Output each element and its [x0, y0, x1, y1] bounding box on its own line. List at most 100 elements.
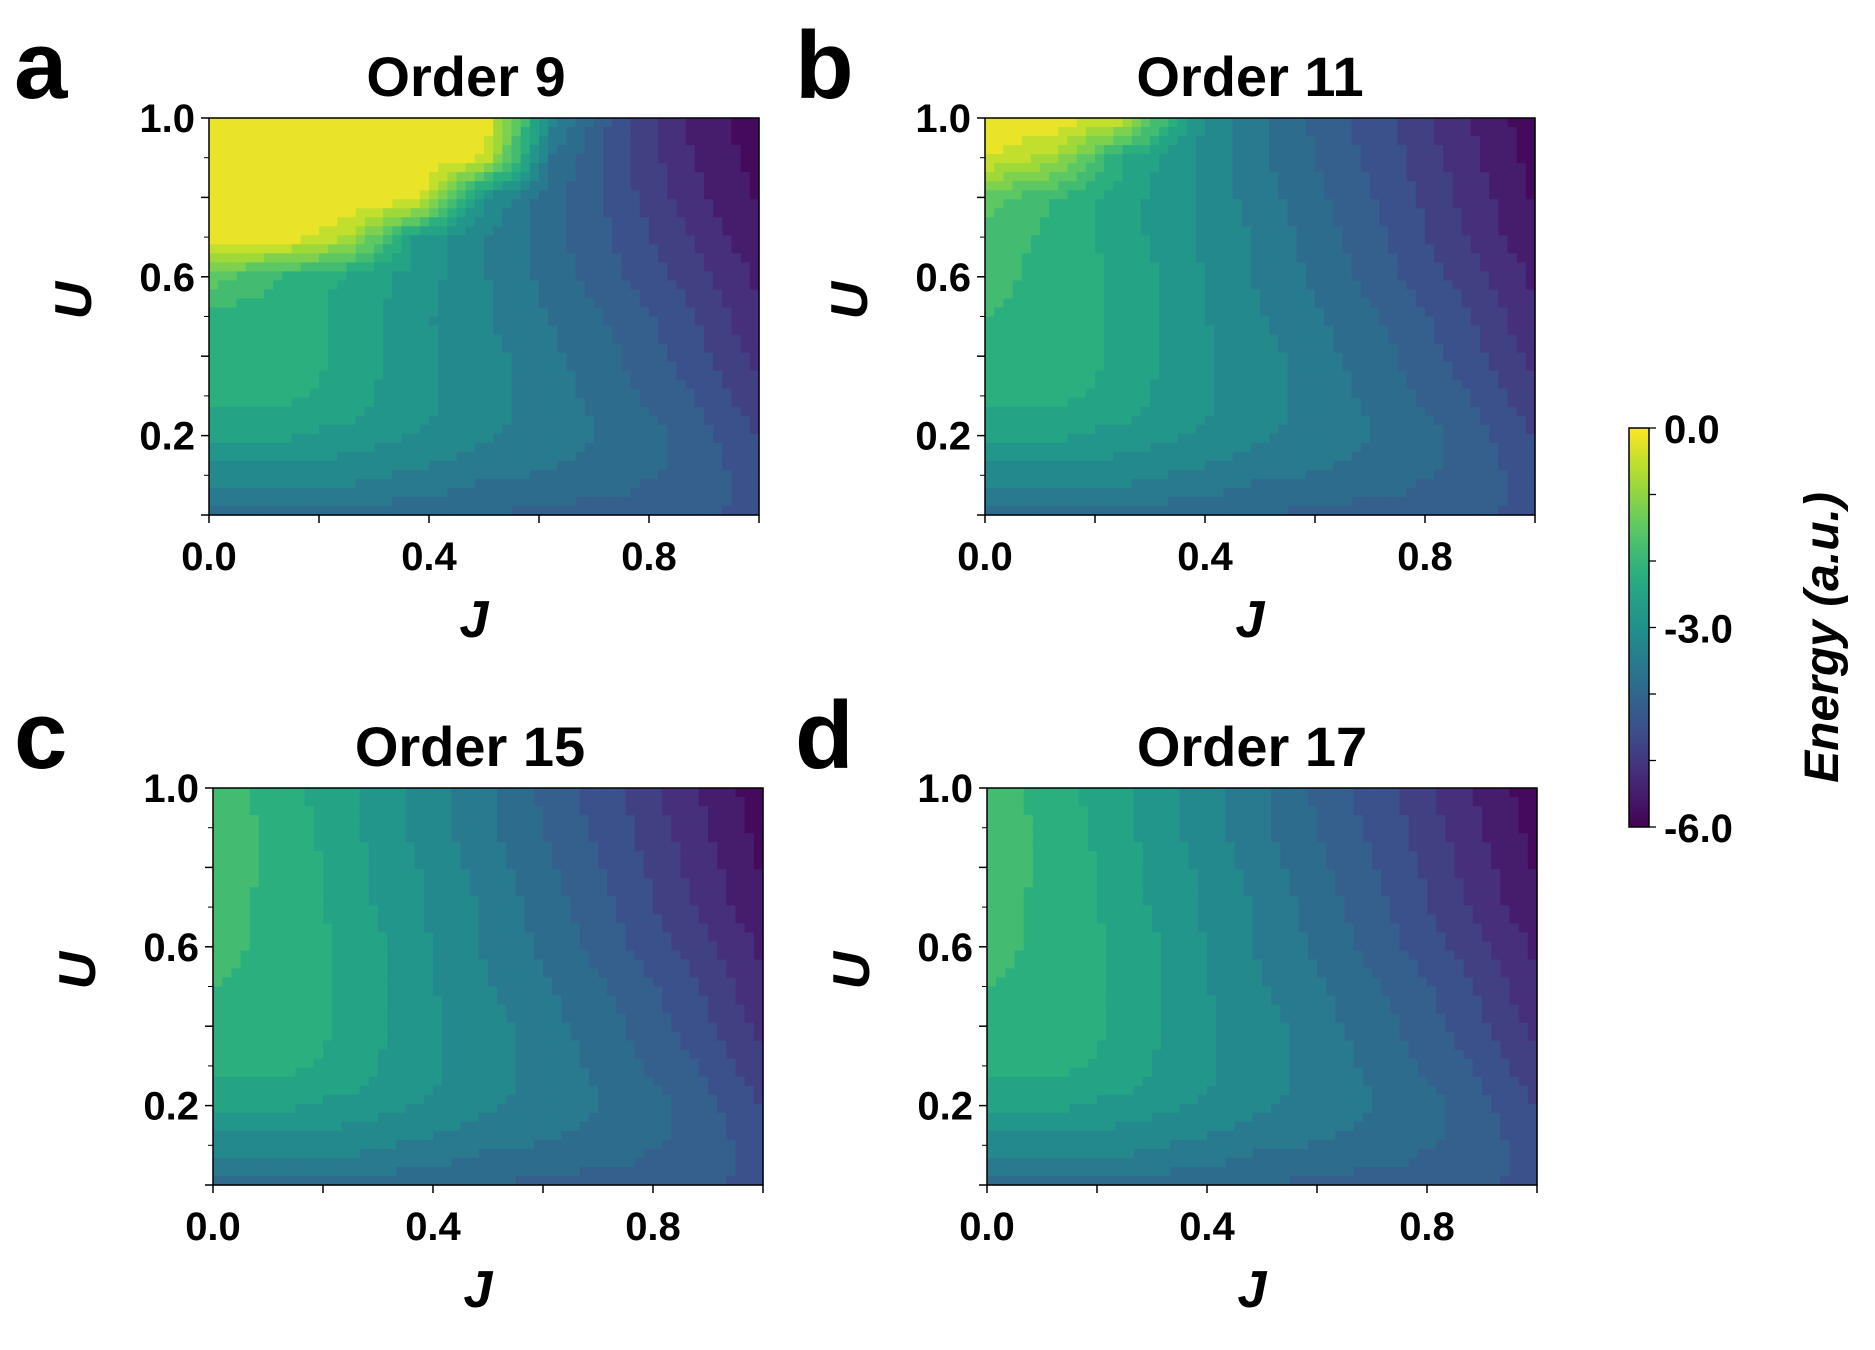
- heatmap-cell: [557, 271, 568, 282]
- heatmap-cell: [1287, 208, 1298, 218]
- heatmap-cell: [1021, 388, 1032, 399]
- heatmap-cell: [1434, 289, 1444, 300]
- heatmap-cell: [612, 172, 623, 182]
- heatmap-cell: [639, 334, 650, 345]
- heatmap-cell: [1012, 334, 1023, 345]
- heatmap-cell: [1397, 352, 1408, 363]
- heatmap-cell: [1287, 325, 1298, 336]
- heatmap-cell: [603, 244, 613, 254]
- heatmap-cell: [639, 424, 650, 435]
- heatmap-cell: [264, 451, 274, 462]
- heatmap-cell: [740, 388, 751, 399]
- heatmap-cell: [1030, 334, 1041, 345]
- heatmap-cell: [309, 217, 320, 227]
- heatmap-cell: [520, 190, 531, 200]
- heatmap-cell: [474, 190, 485, 200]
- heatmap-cell: [419, 181, 430, 191]
- heatmap-cell: [1049, 253, 1059, 263]
- heatmap-cell: [1113, 289, 1124, 300]
- heatmap-cell: [1315, 253, 1325, 263]
- heatmap-cell: [1214, 199, 1224, 209]
- heatmap-cell: [713, 361, 723, 372]
- heatmap-cell: [584, 154, 595, 164]
- heatmap-cell: [474, 451, 485, 462]
- heatmap-cell: [649, 199, 659, 209]
- heatmap-cell: [1140, 424, 1151, 435]
- heatmap-cell: [1250, 334, 1261, 345]
- heatmap-cell: [713, 433, 723, 444]
- heatmap-cell: [1296, 262, 1307, 272]
- heatmap-cell: [465, 496, 476, 507]
- heatmap-cell: [1177, 307, 1188, 318]
- heatmap-cell: [374, 118, 384, 128]
- heatmap-cell: [209, 244, 219, 254]
- heatmap-cell: [282, 253, 293, 263]
- heatmap-cell: [392, 199, 403, 209]
- heatmap-cell: [1360, 442, 1371, 453]
- heatmap-cell: [1113, 235, 1124, 245]
- heatmap-cell: [429, 190, 439, 200]
- heatmap-cell: [1241, 118, 1252, 128]
- heatmap-cell: [1260, 433, 1270, 444]
- heatmap-cell: [300, 496, 311, 507]
- heatmap-cell: [209, 496, 219, 507]
- heatmap-cell: [557, 136, 568, 146]
- heatmap-cell: [410, 415, 421, 426]
- heatmap-cell: [1425, 289, 1435, 300]
- heatmap-cell: [566, 496, 577, 507]
- heatmap-cell: [994, 388, 1004, 399]
- heatmap-cell: [456, 289, 467, 300]
- heatmap-cell: [493, 298, 503, 309]
- heatmap-cell: [1296, 316, 1307, 327]
- heatmap-cell: [309, 271, 320, 282]
- heatmap-cell: [236, 406, 247, 417]
- heatmap-cell: [1434, 253, 1444, 263]
- heatmap-cell: [1140, 181, 1151, 191]
- heatmap-cell: [273, 325, 283, 336]
- heatmap-cell: [383, 334, 393, 345]
- heatmap-cell: [1104, 406, 1114, 417]
- heatmap-cell: [548, 334, 558, 345]
- heatmap-cell: [493, 244, 503, 254]
- heatmap-cell: [1269, 460, 1279, 471]
- heatmap-cell: [502, 289, 513, 300]
- heatmap-cell: [1186, 217, 1197, 227]
- heatmap-cell: [667, 262, 678, 272]
- heatmap-cell: [1260, 343, 1270, 354]
- heatmap-cell: [1177, 478, 1188, 489]
- heatmap-cell: [484, 280, 494, 291]
- heatmap-cell: [722, 145, 733, 155]
- heatmap-cell: [1067, 424, 1078, 435]
- heatmap-cell: [676, 145, 687, 155]
- heatmap-cell: [1269, 325, 1279, 336]
- heatmap-cell: [667, 451, 678, 462]
- heatmap-cell: [291, 433, 302, 444]
- heatmap-cell: [1049, 388, 1059, 399]
- heatmap-cell: [594, 244, 604, 254]
- heatmap-cell: [1434, 208, 1444, 218]
- heatmap-cell: [1049, 451, 1059, 462]
- heatmap-cell: [1159, 163, 1169, 173]
- heatmap-cell: [1397, 496, 1408, 507]
- heatmap-cell: [1030, 487, 1041, 498]
- heatmap-cell: [236, 325, 247, 336]
- heatmap-cell: [1278, 226, 1289, 236]
- heatmap-cell: [1140, 460, 1151, 471]
- heatmap-cell: [1324, 397, 1334, 408]
- heatmap-cell: [1241, 226, 1252, 236]
- heatmap-cell: [1388, 469, 1399, 480]
- heatmap-cell: [994, 451, 1004, 462]
- heatmap-cell: [438, 307, 448, 318]
- heatmap-cell: [264, 469, 274, 480]
- heatmap-cell: [484, 424, 494, 435]
- heatmap-cell: [594, 190, 604, 200]
- heatmap-cell: [401, 235, 412, 245]
- heatmap-cell: [1195, 316, 1206, 327]
- heatmap-cell: [254, 226, 265, 236]
- heatmap-cell: [1214, 226, 1224, 236]
- heatmap-cell: [1085, 316, 1096, 327]
- heatmap-cell: [575, 262, 586, 272]
- heatmap-cell: [456, 118, 467, 128]
- heatmap-cell: [1278, 424, 1289, 435]
- heatmap-cell: [584, 145, 595, 155]
